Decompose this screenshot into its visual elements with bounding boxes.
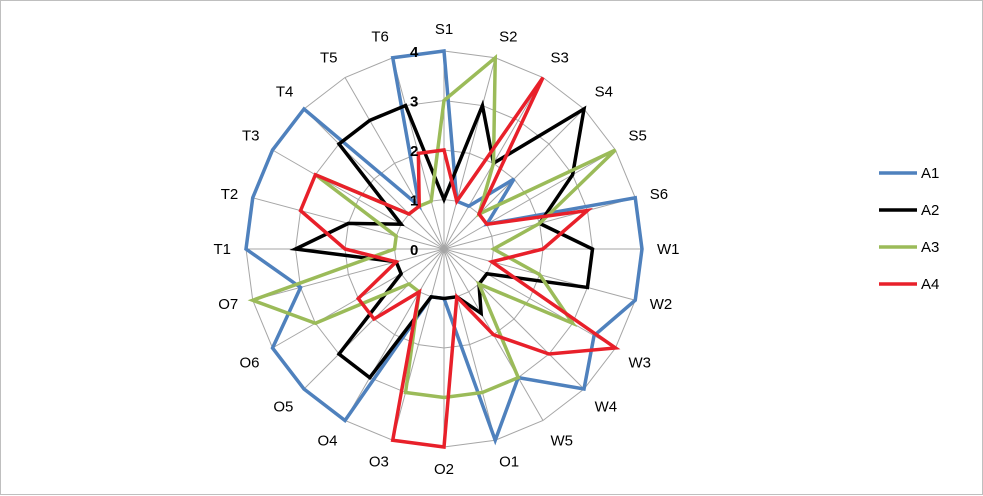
category-labels: S1 S2 S3 S4 S5 S6 W1 W2 W3 W4 W5 O1 O2 O3 O4 O5 O6 O7 T1 T2… (213, 21, 679, 478)
category-label-s2: S2 (499, 28, 517, 45)
grid-spoke-t4 (303, 108, 445, 250)
category-label-w4: W4 (595, 399, 618, 416)
category-label-w1: W1 (657, 241, 680, 258)
radar-series-layer (244, 49, 644, 449)
grid-spoke-t3 (272, 149, 445, 250)
category-label-s5: S5 (628, 128, 646, 145)
category-label-s4: S4 (595, 83, 613, 100)
radar-grid (245, 50, 643, 448)
series-a2-line (289, 99, 595, 381)
series-a4-line (298, 76, 621, 449)
legend-label-a2: A2 (921, 202, 939, 219)
legend: A1 A2 A3 A4 (879, 165, 939, 293)
legend-label-a3: A3 (921, 239, 939, 256)
category-label-s3: S3 (551, 50, 569, 67)
category-label-w5: W5 (551, 432, 574, 449)
category-label-t2: T2 (221, 186, 239, 203)
radial-tick-label: 3 (410, 94, 418, 111)
category-label-o5: O5 (273, 399, 293, 416)
category-label-o4: O4 (317, 432, 337, 449)
category-label-o3: O3 (369, 454, 389, 471)
category-label-o6: O6 (240, 355, 260, 372)
category-label-t1: T1 (213, 241, 231, 258)
grid-spoke-s2 (443, 57, 496, 250)
radial-tick-label: 1 (410, 193, 418, 210)
category-label-o2: O2 (434, 461, 454, 478)
radial-tick-label: 2 (410, 143, 418, 160)
legend-label-a4: A4 (921, 276, 939, 293)
category-label-o1: O1 (499, 454, 519, 471)
grid-spoke-s5 (443, 149, 616, 250)
category-label-s6: S6 (650, 186, 668, 203)
radial-tick-label: 4 (410, 44, 419, 61)
grid-spoke-o1 (443, 248, 496, 441)
grid-spoke-o4 (344, 248, 445, 421)
category-label-o7: O7 (218, 296, 238, 313)
grid-spoke-w3 (443, 248, 616, 349)
category-label-t4: T4 (276, 83, 294, 100)
category-label-s1: S1 (435, 21, 453, 38)
grid-spoke-t5 (344, 77, 445, 250)
category-label-w2: W2 (650, 296, 673, 313)
category-label-w3: W3 (628, 355, 651, 372)
grid-spoke-o7 (252, 248, 445, 301)
radial-tick-label: 0 (410, 242, 418, 259)
category-label-t5: T5 (320, 50, 338, 67)
category-label-t6: T6 (371, 28, 389, 45)
radial-tick-labels: 0 1 2 3 4 (410, 44, 419, 259)
category-label-t3: T3 (242, 128, 260, 145)
legend-label-a1: A1 (921, 165, 939, 182)
grid-spoke-w4 (443, 248, 585, 390)
grid-spoke-o3 (392, 248, 445, 441)
